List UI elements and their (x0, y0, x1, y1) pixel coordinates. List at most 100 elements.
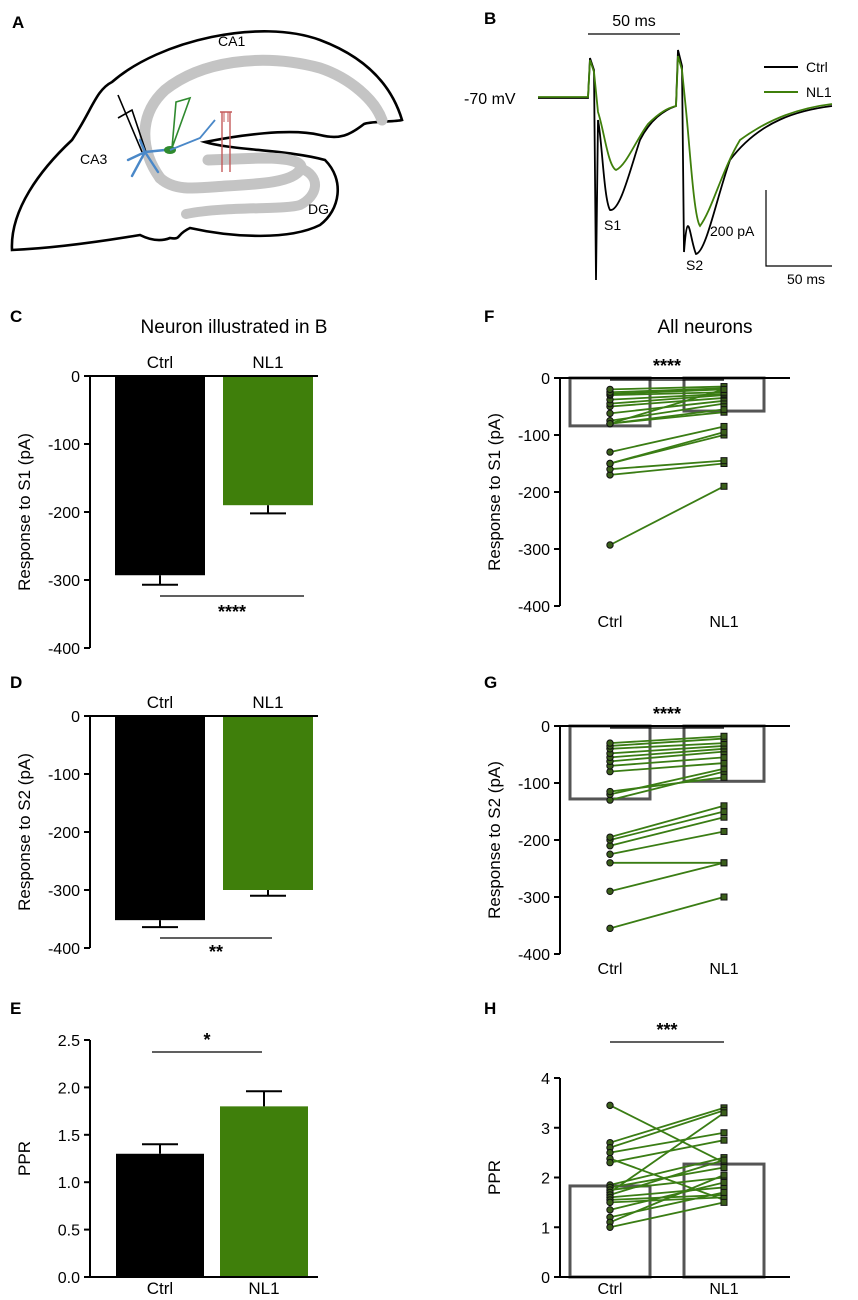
chart-f-category-label: NL1 (709, 614, 738, 631)
bipolar-electrode (220, 111, 232, 172)
chart-h-pair-line (609, 1181, 725, 1211)
chart-h-pair-line (609, 1112, 725, 1194)
chart-g-pair-line (609, 762, 725, 773)
chart-h-pair-line (609, 1131, 725, 1154)
chart-g-point-nl1 (720, 859, 728, 867)
chart-h: 0 1 2 3 4 PPR Ctrl NL1 *** (485, 1020, 790, 1298)
trace-ctrl (538, 49, 833, 281)
red-electrode-tip (223, 112, 229, 122)
chart-e-ytick-label: 2.0 (58, 1080, 80, 1097)
amplitude-scale-label: 200 pA (710, 223, 755, 239)
chart-g-pair-line (609, 776, 725, 793)
chart-f-point-ctrl (606, 448, 614, 456)
chart-f-pair-line (609, 385, 725, 391)
chart-g-point-nl1 (720, 765, 728, 773)
chart-f-point-nl1 (720, 422, 728, 430)
chart-f-ytick-label: -200 (518, 485, 550, 502)
legend-ctrl-label: Ctrl (806, 59, 828, 75)
panel-letter-h: H (484, 999, 496, 1018)
chart-c-ytick-label: -200 (48, 505, 80, 522)
chart-g-pair-line (609, 810, 725, 841)
chart-f-pair-line (609, 391, 725, 396)
epsc-traces: 50 ms -70 mV S1 S2 Ctrl NL1 200 pA 50 ms (464, 13, 833, 287)
chart-h-point-nl1 (720, 1188, 728, 1196)
chart-d-ytick-label: -300 (48, 883, 80, 900)
chart-e-bar-nl1 (220, 1106, 308, 1277)
chart-h-point-nl1 (720, 1109, 728, 1117)
recording-electrode (117, 94, 167, 178)
chart-c-significance-label: **** (218, 602, 246, 622)
chart-g-pair-line (609, 747, 725, 759)
chart-g-pair-line (609, 767, 725, 796)
chart-c-ylabel: Response to S1 (pA) (15, 433, 34, 591)
chart-h-pair-line (609, 1106, 725, 1144)
chart-h-significance-label: *** (656, 1020, 677, 1040)
chart-g-point-ctrl (606, 887, 614, 895)
chart-h-point-ctrl (606, 1223, 614, 1231)
label-dg: DG (308, 201, 329, 217)
chart-g-category-label: NL1 (709, 961, 738, 978)
label-s2: S2 (686, 257, 703, 273)
chart-f-pair-line (609, 388, 725, 425)
chart-g-ytick-label: -200 (518, 833, 550, 850)
panel-letter-a: A (12, 13, 24, 32)
chart-c-category-label: NL1 (252, 353, 283, 372)
chart-h-pair-line (609, 1139, 725, 1164)
chart-g-point-nl1 (720, 759, 728, 767)
chart-g-point-nl1 (720, 732, 728, 740)
chart-h-point-ctrl (606, 1198, 614, 1207)
time-scale-label-bottom: 50 ms (787, 271, 825, 287)
chart-f-ytick-label: -400 (518, 599, 550, 616)
chart-e-ylabel: PPR (15, 1141, 34, 1176)
chart-h-pair-line (609, 1174, 725, 1224)
chart-h-pair-line (609, 1159, 725, 1196)
chart-d-ytick-label: -400 (48, 941, 80, 958)
chart-g-ytick-label: -300 (518, 890, 550, 907)
chart-c-ytick-label: -400 (48, 641, 80, 658)
chart-h-category-label: Ctrl (598, 1281, 623, 1298)
chart-f-point-ctrl (606, 459, 614, 468)
chart-g: 0 -100 -200 -300 -400 Response to S2 (pA) Ctrl… (485, 704, 790, 978)
chart-c-ytick-label: 0 (71, 369, 80, 386)
chart-h-point-nl1 (720, 1178, 728, 1186)
chart-e-significance-label: * (203, 1030, 210, 1050)
panel-letter-c: C (10, 307, 22, 326)
chart-d-ytick-label: -200 (48, 825, 80, 842)
ca-pyramidal-band (139, 54, 388, 184)
chart-f-ytick-label: -100 (518, 428, 550, 445)
chart-g-point-ctrl (606, 739, 614, 747)
chart-d-bar-ctrl (115, 716, 205, 921)
amplitude-time-scale-bar (765, 190, 832, 267)
label-ca1: CA1 (218, 33, 245, 49)
chart-d-category-label: NL1 (252, 693, 283, 712)
chart-e-bar-ctrl (116, 1153, 204, 1277)
chart-g-pair-line (609, 735, 725, 744)
chart-g-ytick-label: 0 (541, 719, 550, 736)
chart-e: 0.0 0.5 1.0 1.5 2.0 2.5 PPR Ctrl NL1 * (15, 1030, 318, 1298)
chart-e-ytick-label: 1.0 (58, 1175, 80, 1192)
chart-d: 0 -100 -200 -300 -400 Response to S2 (pA) Ctrl… (15, 693, 318, 962)
chart-e-category-label: Ctrl (147, 1279, 173, 1298)
chart-f-ytick-label: 0 (541, 371, 550, 388)
chart-g-point-nl1 (720, 802, 728, 810)
panel-letter-g: G (484, 673, 497, 692)
chart-g-pair-line (609, 745, 725, 755)
chart-d-bar-nl1 (223, 716, 313, 890)
chart-f-pair-line (609, 388, 725, 395)
chart-h-point-nl1 (720, 1198, 728, 1206)
panel-letter-d: D (10, 673, 22, 692)
time-scale-label-top: 50 ms (612, 13, 656, 30)
chart-c-ytick-label: -100 (48, 437, 80, 454)
chart-g-pair-line (609, 896, 725, 930)
chart-f-ylabel: Response to S1 (pA) (485, 413, 504, 571)
chart-h-pair-line (609, 1156, 725, 1186)
chart-h-pair-line (609, 1104, 725, 1164)
chart-f-pair-line (609, 462, 725, 476)
panel-letter-b: B (484, 9, 496, 28)
chart-g-pair-line (609, 750, 725, 763)
chart-g-pair-line (609, 756, 725, 767)
chart-f-point-ctrl (606, 385, 614, 394)
chart-h-pair-line (609, 1201, 725, 1229)
chart-g-point-ctrl (606, 833, 614, 841)
